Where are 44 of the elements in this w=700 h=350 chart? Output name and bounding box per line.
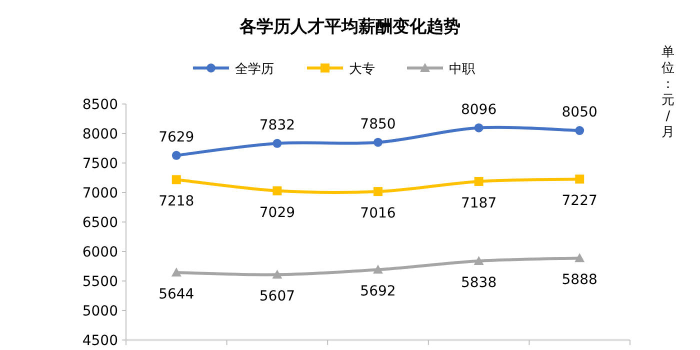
point — [172, 150, 181, 160]
y-tick-label: 8000 — [82, 126, 118, 142]
data-label: 8096 — [460, 102, 497, 118]
point — [272, 138, 282, 148]
point — [575, 174, 584, 184]
y-tick-label: 6000 — [82, 244, 118, 260]
data-label: 7016 — [360, 206, 396, 222]
y-tick-label: 7500 — [82, 156, 118, 172]
data-label: 5607 — [259, 288, 296, 305]
data-label: 5692 — [360, 284, 396, 300]
y-axis-title: 单位：元/月 — [662, 45, 674, 140]
y-tick-label: 5000 — [82, 304, 118, 320]
data-label: 5888 — [562, 272, 598, 288]
y-tick-label: 8500 — [82, 97, 118, 113]
y-tick-label: 7000 — [82, 186, 118, 202]
data-label: 7029 — [259, 204, 296, 221]
point — [575, 126, 584, 136]
y-tick-label: 6500 — [82, 215, 118, 231]
legend-label: 中职 — [449, 62, 475, 77]
data-label: 8050 — [562, 104, 598, 121]
y-tick-label: 4500 — [82, 333, 118, 349]
point — [374, 187, 382, 196]
data-label: 7218 — [158, 194, 194, 210]
point — [171, 268, 182, 277]
point — [474, 123, 484, 132]
point — [474, 256, 484, 266]
data-label: 7629 — [158, 129, 194, 146]
point — [373, 264, 383, 274]
chart-title: 各学历人才平均薪酬变化趋势 — [238, 17, 460, 37]
data-label: 7187 — [460, 195, 497, 212]
data-label: 5644 — [158, 286, 194, 303]
y-tick-label: 5500 — [82, 274, 118, 290]
point — [574, 253, 585, 262]
legend-label: 全学历 — [235, 62, 274, 77]
point — [172, 175, 181, 184]
data-label: 7832 — [259, 117, 296, 134]
data-label: 5838 — [460, 275, 497, 292]
point — [272, 186, 282, 196]
data-label: 7850 — [360, 116, 396, 132]
legend-label: 大专 — [349, 62, 375, 77]
point — [272, 270, 282, 279]
data-label: 7227 — [562, 193, 598, 210]
point — [474, 176, 484, 186]
point — [374, 138, 382, 147]
